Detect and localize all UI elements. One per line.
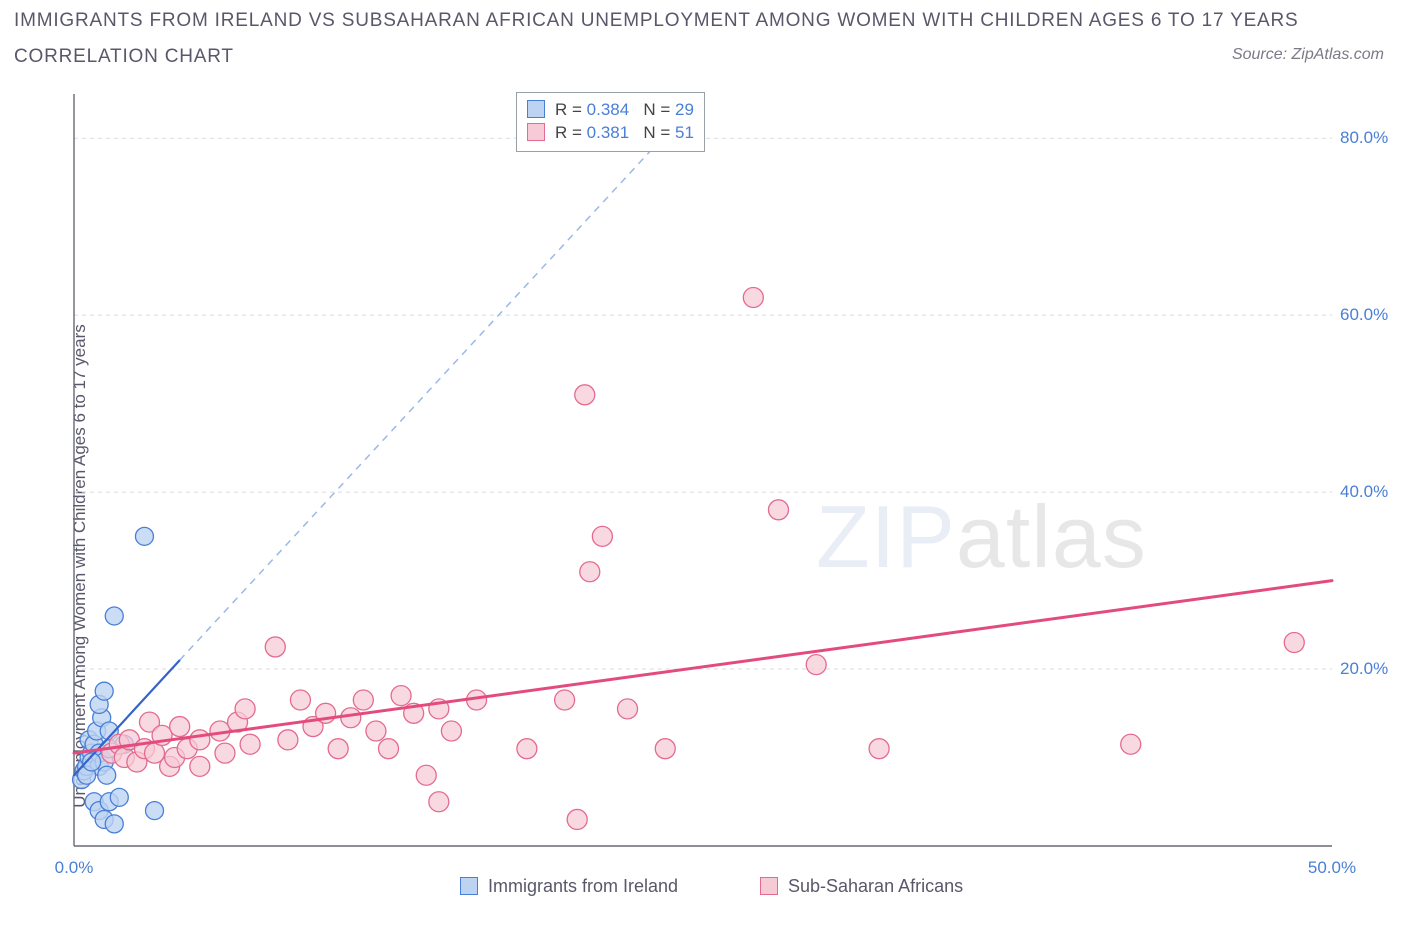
r-value: 0.381	[587, 123, 630, 142]
correlation-stats-box: R = 0.384 N = 29R = 0.381 N = 51	[516, 92, 705, 152]
n-value: 51	[675, 123, 694, 142]
chart-svg	[56, 86, 1388, 888]
x-tick-label: 0.0%	[55, 858, 94, 878]
y-tick-label: 60.0%	[1340, 305, 1388, 325]
legend-label: Immigrants from Ireland	[488, 876, 678, 896]
legend-swatch	[527, 123, 545, 141]
n-label: N =	[643, 100, 675, 119]
legend-item: Immigrants from Ireland	[460, 876, 678, 897]
chart-title-line1: IMMIGRANTS FROM IRELAND VS SUBSAHARAN AF…	[14, 10, 1299, 32]
stats-row: R = 0.381 N = 51	[527, 122, 694, 145]
n-label: N =	[643, 123, 675, 142]
source-attribution: Source: ZipAtlas.com	[1232, 46, 1384, 64]
y-tick-label: 40.0%	[1340, 482, 1388, 502]
r-label: R =	[555, 100, 587, 119]
r-label: R =	[555, 123, 587, 142]
legend-swatch	[460, 877, 478, 895]
stats-row: R = 0.384 N = 29	[527, 99, 694, 122]
legend-swatch	[760, 877, 778, 895]
legend-swatch	[527, 100, 545, 118]
chart-title-line2: CORRELATION CHART	[14, 46, 234, 68]
y-tick-label: 20.0%	[1340, 659, 1388, 679]
legend-label: Sub-Saharan Africans	[788, 876, 963, 896]
n-value: 29	[675, 100, 694, 119]
chart-root: IMMIGRANTS FROM IRELAND VS SUBSAHARAN AF…	[0, 0, 1406, 930]
legend-item: Sub-Saharan Africans	[760, 876, 963, 897]
r-value: 0.384	[587, 100, 630, 119]
plot-area: Unemployment Among Women with Children A…	[56, 86, 1388, 888]
x-tick-label: 50.0%	[1308, 858, 1356, 878]
y-tick-label: 80.0%	[1340, 128, 1388, 148]
